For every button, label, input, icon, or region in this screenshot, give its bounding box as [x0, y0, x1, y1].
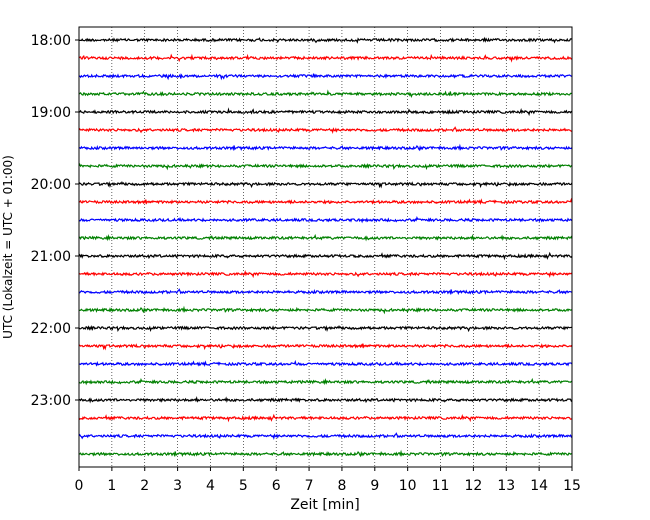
- trace-2230: [78, 359, 573, 367]
- x-axis-ticks: 0 1 2 3 4 5 6 7 8 9 10 11 12 13 14 15: [75, 467, 581, 494]
- trace-2245: [78, 377, 573, 386]
- trace-1930: [78, 143, 573, 152]
- x-tick-label: 12: [464, 478, 482, 494]
- y-tick-label: 19:00: [31, 105, 71, 121]
- trace-1830: [78, 73, 573, 81]
- x-tick-label: 8: [337, 478, 346, 494]
- x-tick-label: 13: [497, 478, 515, 494]
- trace-2300: [78, 395, 573, 404]
- x-tick-label: 10: [399, 478, 417, 494]
- trace-2315: [78, 413, 573, 423]
- vertical-grid: [111, 27, 540, 467]
- trace-2115: [78, 270, 573, 279]
- trace-2215: [78, 343, 573, 351]
- trace-2015: [78, 197, 573, 205]
- trace-1800: [78, 36, 573, 44]
- trace-2130: [78, 288, 573, 296]
- x-tick-label: 11: [432, 478, 450, 494]
- x-tick-label: 7: [305, 478, 314, 494]
- x-tick-label: 0: [75, 478, 84, 494]
- trace-2330: [78, 432, 573, 440]
- y-axis-ticks: 18:00 19:00 20:00 21:00 22:00 23:00: [31, 33, 79, 409]
- trace-1915: [78, 126, 573, 134]
- x-tick-label: 1: [107, 478, 116, 494]
- trace-2030: [78, 216, 573, 224]
- x-tick-label: 3: [173, 478, 182, 494]
- trace-2145: [78, 305, 573, 315]
- trace-1845: [78, 89, 573, 98]
- x-tick-label: 5: [239, 478, 248, 494]
- y-tick-label: 23:00: [31, 393, 71, 409]
- x-axis-label: Zeit [min]: [290, 497, 359, 513]
- y-tick-label: 21:00: [31, 249, 71, 265]
- trace-2000: [78, 181, 573, 189]
- y-tick-label: 22:00: [31, 321, 71, 337]
- x-tick-label: 14: [530, 478, 548, 494]
- seismogram-traces: [78, 36, 573, 458]
- plot-frame: [78, 26, 573, 468]
- x-tick-label: 9: [370, 478, 379, 494]
- trace-1815: [78, 53, 573, 63]
- trace-2200: [78, 325, 573, 333]
- trace-1900: [78, 107, 573, 117]
- trace-2100: [78, 251, 573, 261]
- trace-2345: [78, 449, 573, 458]
- x-tick-label: 6: [272, 478, 281, 494]
- x-tick-label: 15: [563, 478, 581, 494]
- y-tick-label: 20:00: [31, 177, 71, 193]
- y-tick-label: 18:00: [31, 33, 71, 49]
- x-tick-label: 4: [206, 478, 215, 494]
- x-tick-label: 2: [140, 478, 149, 494]
- y-axis-label: UTC (Lokalzeit = UTC + 01:00): [1, 155, 15, 339]
- trace-2045: [78, 233, 573, 242]
- trace-1945: [78, 163, 573, 171]
